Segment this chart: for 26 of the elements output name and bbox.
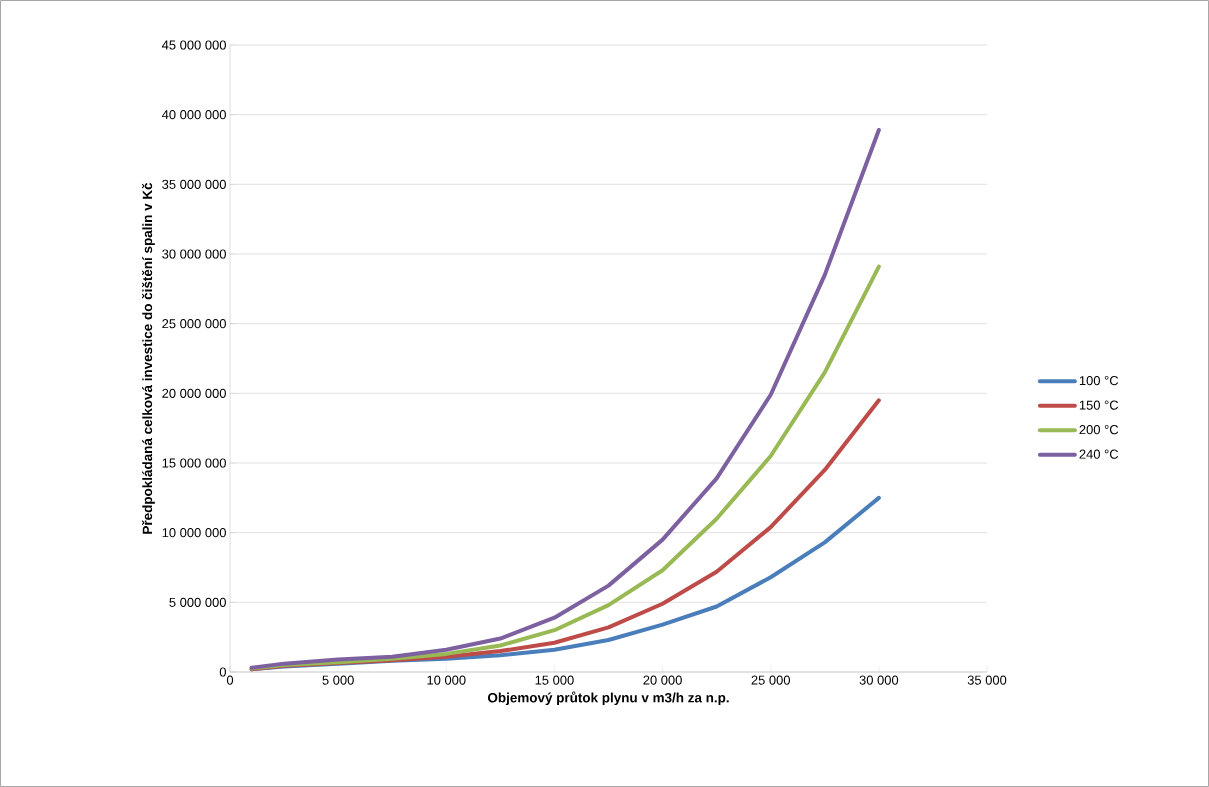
y-tick-label: 40 000 000 bbox=[161, 110, 226, 120]
y-tick-label: 10 000 000 bbox=[162, 528, 226, 538]
y-tick-label: 35 000 000 bbox=[162, 179, 226, 189]
x-tick-label: 10 000 bbox=[427, 675, 466, 685]
y-tick-label: 15 000 000 bbox=[162, 458, 226, 468]
x-tick-label: 20 000 bbox=[643, 675, 682, 685]
y-axis-title: Předpokládaná celková investice do čištění spalin v Kč bbox=[141, 182, 155, 534]
legend-label: 100 °C bbox=[1079, 376, 1119, 386]
line-series bbox=[249, 127, 881, 670]
x-tick-label: 30 000 bbox=[859, 675, 899, 685]
x-tick-label: 0 bbox=[226, 675, 234, 685]
legend-label: 150 °C bbox=[1079, 400, 1119, 410]
y-tick-label: 25 000 000 bbox=[162, 319, 226, 329]
x-axis-title: Objemový průtok plynu v m3/h za n.p. bbox=[487, 691, 729, 706]
y-tick-label: 5 000 000 bbox=[169, 597, 226, 607]
x-tick-label: 25 000 bbox=[751, 675, 791, 685]
y-tick-label: 45 000 000 bbox=[161, 40, 226, 50]
x-tick-label: 15 000 bbox=[535, 675, 574, 685]
y-tick-label: 0 bbox=[219, 667, 226, 677]
legend-label: 200 °C bbox=[1079, 425, 1119, 435]
line-series bbox=[249, 264, 881, 671]
x-tick-label: 35 000 bbox=[967, 675, 1007, 685]
legend-label: 240 °C bbox=[1079, 449, 1119, 459]
y-tick-label: 30 000 000 bbox=[162, 249, 226, 259]
x-tick-label: 5 000 bbox=[322, 675, 354, 685]
y-tick-label: 20 000 000 bbox=[162, 388, 226, 398]
